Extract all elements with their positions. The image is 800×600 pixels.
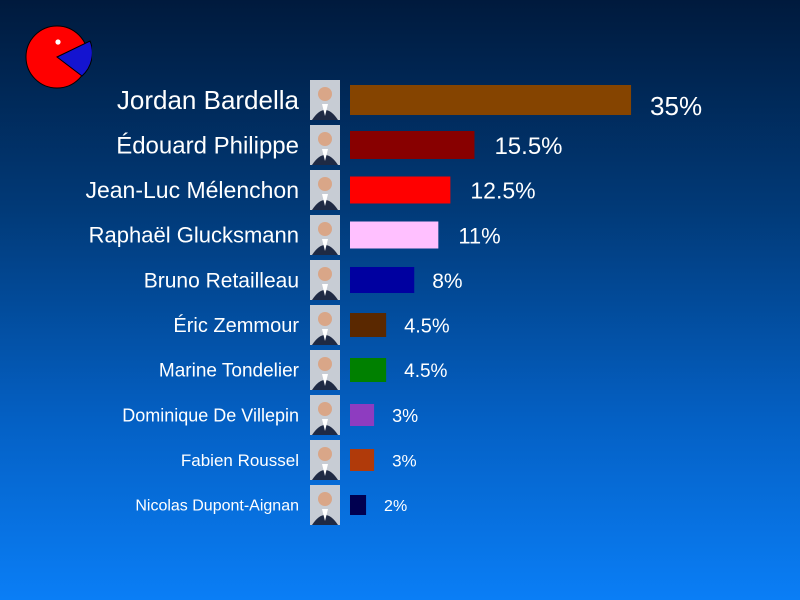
candidate-photo-portrait-icon — [310, 395, 340, 435]
value-label: 35% — [650, 91, 702, 121]
bar — [350, 495, 367, 515]
candidate-photo-portrait-icon — [310, 215, 340, 255]
bar — [350, 313, 387, 337]
candidate-name: Raphaël Glucksmann — [89, 223, 299, 248]
candidate-name: Nicolas Dupont-Aignan — [135, 498, 299, 515]
candidate-photo-portrait-icon — [310, 80, 340, 120]
bar — [350, 358, 387, 382]
candidate-name: Marine Tondelier — [159, 361, 300, 382]
bar — [350, 221, 439, 249]
value-label: 3% — [392, 451, 417, 470]
candidate-name: Jordan Bardella — [117, 85, 300, 115]
candidate-photo-portrait-icon — [310, 350, 340, 390]
candidate-photo-portrait-icon — [310, 260, 340, 300]
bar — [350, 449, 375, 471]
bar — [350, 267, 415, 293]
candidate-name: Édouard Philippe — [116, 132, 299, 159]
candidate-photo-portrait-icon — [310, 170, 340, 210]
bar — [350, 85, 632, 115]
value-label: 11% — [458, 223, 500, 248]
value-label: 2% — [384, 498, 407, 515]
candidate-name: Fabien Roussel — [181, 451, 299, 470]
value-label: 15.5% — [494, 133, 562, 160]
candidate-photo-portrait-icon — [310, 440, 340, 480]
value-label: 8% — [432, 270, 462, 293]
bar — [350, 404, 375, 426]
candidate-name: Bruno Retailleau — [144, 269, 299, 292]
candidate-name: Dominique De Villepin — [122, 405, 299, 425]
candidate-photo-portrait-icon — [310, 485, 340, 525]
value-label: 4.5% — [404, 316, 450, 338]
value-label: 4.5% — [404, 361, 447, 382]
candidate-name: Éric Zemmour — [173, 314, 299, 337]
bar — [350, 131, 475, 159]
bar — [350, 176, 451, 204]
value-label: 12.5% — [470, 178, 535, 204]
candidate-photo-portrait-icon — [310, 125, 340, 165]
value-label: 3% — [392, 406, 418, 426]
candidate-name: Jean-Luc Mélenchon — [85, 177, 299, 203]
candidate-photo-portrait-icon — [310, 305, 340, 345]
pie-logo-icon — [24, 24, 93, 90]
